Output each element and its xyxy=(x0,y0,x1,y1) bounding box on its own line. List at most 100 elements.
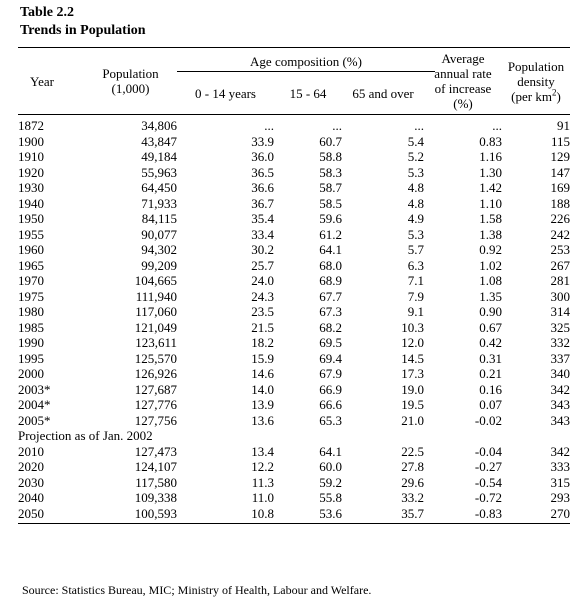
age-65-over-cell: 19.0 xyxy=(401,381,424,397)
age-0-14-cell: 33.9 xyxy=(251,133,274,149)
rate-cell: 0.16 xyxy=(479,381,502,397)
rate-cell: -0.72 xyxy=(474,490,502,505)
rate-cell: 1.16 xyxy=(479,149,502,164)
age-65-over-cell: 5.7 xyxy=(407,242,424,257)
population-cell: 126,926 xyxy=(134,366,177,381)
age-0-14-cell: 25.7 xyxy=(251,257,274,273)
age-65-over-cell: ... xyxy=(414,118,424,133)
rate-cell: -0.83 xyxy=(424,505,502,524)
age-65-over-cell: 4.8 xyxy=(407,195,424,211)
density-cell: 253 xyxy=(550,242,571,257)
age-0-14-cell: 36.6 xyxy=(251,180,274,195)
table-row: 2050 100,593 10.8 53.6 35.7 -0.83 270 xyxy=(18,505,570,524)
population-cell: 34,806 xyxy=(141,118,177,133)
density-cell: 129 xyxy=(550,149,571,164)
population-cell: 125,570 xyxy=(134,350,177,366)
year-cell: 1975 xyxy=(18,288,44,304)
year-cell: 2010 xyxy=(18,443,44,459)
age-65-over-cell: 17.3 xyxy=(401,366,424,381)
year-cell: 1985 xyxy=(18,319,44,335)
population-cell: 90,077 xyxy=(141,226,177,242)
density-cell: 300 xyxy=(550,288,571,304)
header-density: Population density (per km2) xyxy=(502,47,570,115)
age-15-64-cell: 65.3 xyxy=(319,412,342,428)
density-cell: 267 xyxy=(550,257,571,273)
rate-cell: 1.38 xyxy=(479,226,502,242)
age-0-14-cell: 11.0 xyxy=(251,490,274,505)
table-row: 1990 123,611 18.2 69.5 12.0 0.42 332 xyxy=(18,335,570,351)
age-15-64-cell: 53.6 xyxy=(274,505,342,524)
density-cell: 169 xyxy=(550,180,571,195)
age-65-over-cell: 33.2 xyxy=(401,490,424,505)
header-age-15-64: 15 - 64 xyxy=(274,75,342,115)
density-cell: 115 xyxy=(550,133,570,149)
density-cell: 340 xyxy=(550,366,571,381)
population-cell: 121,049 xyxy=(134,319,177,335)
age-15-64-cell: 61.2 xyxy=(319,226,342,242)
header-age-composition: Age composition (%) xyxy=(177,48,435,76)
table-number: Table 2.2 xyxy=(20,5,74,20)
year-cell: 1960 xyxy=(18,242,44,257)
age-15-64-cell: 67.3 xyxy=(319,304,342,319)
table-row: 1980 117,060 23.5 67.3 9.1 0.90 314 xyxy=(18,304,570,320)
age-15-64-cell: 67.9 xyxy=(319,366,342,381)
rate-cell: 1.02 xyxy=(479,257,502,273)
header-population-line2: (1,000) xyxy=(111,81,150,96)
header-age-composition-label: Age composition (%) xyxy=(177,54,435,72)
age-65-over-cell: 5.3 xyxy=(407,164,424,180)
density-cell: 337 xyxy=(550,350,571,366)
rate-cell: 0.90 xyxy=(479,304,502,319)
age-0-14-cell: 14.6 xyxy=(251,366,274,381)
table-row: 1930 64,450 36.6 58.7 4.8 1.42 169 xyxy=(18,180,570,196)
density-cell: 188 xyxy=(550,195,571,211)
table-caption: Table 2.2 Trends in Population xyxy=(20,4,146,40)
rate-cell: 0.67 xyxy=(479,319,502,335)
density-cell: 314 xyxy=(550,304,571,319)
age-0-14-cell: 36.5 xyxy=(251,164,274,180)
year-cell: 2040 xyxy=(18,490,44,505)
age-15-64-cell: 67.7 xyxy=(319,288,342,304)
age-65-over-cell: 10.3 xyxy=(401,319,424,335)
population-cell: 124,107 xyxy=(134,459,177,474)
table-row: 1900 43,847 33.9 60.7 5.4 0.83 115 xyxy=(18,134,570,150)
rate-cell: 1.30 xyxy=(479,164,502,180)
age-65-over-cell: 5.2 xyxy=(407,149,424,164)
density-cell: 343 xyxy=(550,397,571,412)
header-rate: Average annual rate of increase (%) xyxy=(424,47,502,115)
age-65-over-cell: 22.5 xyxy=(401,443,424,459)
population-cell: 117,060 xyxy=(135,304,177,319)
age-65-over-cell: 27.8 xyxy=(401,459,424,474)
density-cell: 147 xyxy=(550,164,571,180)
rate-cell: -0.27 xyxy=(474,459,502,474)
age-0-14-cell: 13.9 xyxy=(251,397,274,412)
rate-cell: 1.08 xyxy=(479,273,502,288)
density-cell: 281 xyxy=(550,273,571,288)
table-header: Year Population (1,000) Age composition … xyxy=(18,47,570,115)
density-cell: 226 xyxy=(550,211,571,226)
table-row: 2010 127,473 13.4 64.1 22.5 -0.04 342 xyxy=(18,444,570,460)
year-cell: 1930 xyxy=(18,180,44,195)
age-0-14-cell: 33.4 xyxy=(251,226,274,242)
year-cell: 2030 xyxy=(18,474,44,490)
header-age-65-over: 65 and over xyxy=(342,75,424,115)
year-cell: 1900 xyxy=(18,133,44,149)
year-cell: 1920 xyxy=(18,164,44,180)
header-density-line1: Population xyxy=(507,58,565,74)
table-body: 1872 34,806............ 91 1900 43,847 33.9 60… xyxy=(18,115,570,524)
population-cell: 100,593 xyxy=(84,505,177,524)
age-0-14-cell: 36.7 xyxy=(251,195,274,211)
table-row: 1995 125,570 15.9 69.4 14.5 0.31 337 xyxy=(18,351,570,367)
population-cell: 55,963 xyxy=(141,164,177,180)
age-65-over-cell: 4.8 xyxy=(407,180,424,195)
age-0-14-cell: 36.0 xyxy=(251,149,274,164)
age-0-14-cell: 30.2 xyxy=(251,242,274,257)
table-row: 1965 99,209 25.7 68.0 6.3 1.02 267 xyxy=(18,258,570,274)
header-rate-line1: Average xyxy=(441,51,485,66)
age-15-64-cell: 60.7 xyxy=(319,133,342,149)
year-cell: 2003* xyxy=(18,381,51,397)
age-15-64-cell: ... xyxy=(332,118,342,133)
population-cell: 84,115 xyxy=(141,211,177,226)
table-row: 1950 84,115 35.4 59.6 4.9 1.58 226 xyxy=(18,211,570,227)
age-65-over-cell: 5.3 xyxy=(407,226,424,242)
age-15-64-cell: 68.2 xyxy=(319,319,342,335)
